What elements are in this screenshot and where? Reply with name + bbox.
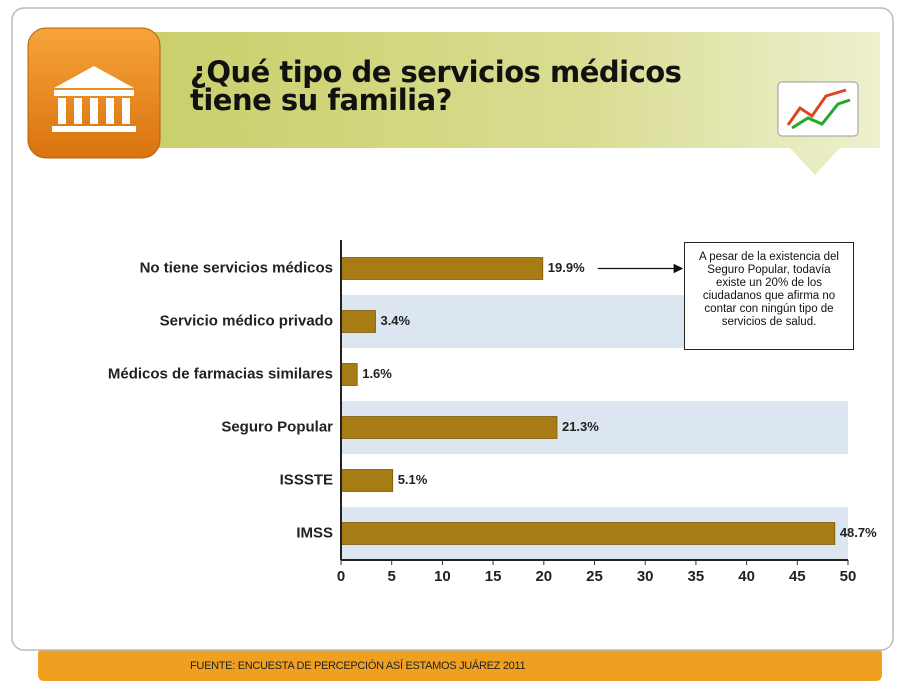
x-tick-label: 25: [586, 568, 603, 585]
bar: [340, 522, 836, 545]
value-label: 19.9%: [548, 260, 585, 275]
bar: [340, 469, 394, 492]
value-label: 3.4%: [380, 313, 410, 328]
bar: [340, 257, 544, 280]
building-icon: [52, 66, 136, 132]
bar: [340, 310, 376, 333]
x-tick-label: 5: [388, 568, 396, 585]
y-tick-label: ISSSTE: [280, 471, 333, 488]
x-tick-label: 15: [485, 568, 502, 585]
x-tick-label: 40: [738, 568, 755, 585]
value-label: 21.3%: [562, 419, 599, 434]
value-label: 1.6%: [362, 366, 392, 381]
x-tick-label: 35: [688, 568, 705, 585]
bar: [340, 416, 558, 439]
x-tick-label: 0: [337, 568, 345, 585]
footer-bar: [38, 648, 882, 681]
y-tick-label: Médicos de farmacias similares: [108, 365, 333, 382]
trend-icon-line: [786, 88, 847, 126]
annotation: A pesar de la existencia del Seguro Popu…: [684, 242, 854, 350]
x-tick-label: 45: [789, 568, 806, 585]
y-tick-label: No tiene servicios médicos: [140, 259, 333, 276]
value-label: 5.1%: [398, 472, 428, 487]
x-tick-label: 20: [535, 568, 552, 585]
trend-icon-line: [791, 98, 851, 130]
x-tick-label: 30: [637, 568, 654, 585]
y-tick-label: IMSS: [296, 524, 333, 541]
y-tick-label: Servicio médico privado: [160, 312, 333, 329]
x-tick-label: 10: [434, 568, 451, 585]
y-tick-label: Seguro Popular: [221, 418, 333, 435]
bar: [340, 363, 358, 386]
header-band: [150, 32, 880, 175]
x-tick-label: 50: [840, 568, 857, 585]
value-label: 48.7%: [840, 525, 877, 540]
chart-title: ¿Qué tipo de servicios médicos tiene su …: [190, 55, 682, 117]
source: FUENTE: ENCUESTA DE PERCEPCIÓN ASÍ ESTAM…: [190, 660, 526, 672]
